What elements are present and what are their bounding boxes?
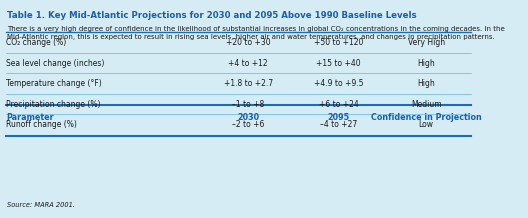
Text: Medium: Medium [411, 100, 441, 109]
Text: 2095: 2095 [327, 113, 350, 122]
Text: Low: Low [419, 120, 433, 129]
Text: +15 to +40: +15 to +40 [316, 59, 361, 68]
Text: Temperature change (°F): Temperature change (°F) [6, 79, 102, 88]
Text: +6 to +24: +6 to +24 [318, 100, 359, 109]
Text: Parameter: Parameter [6, 113, 54, 122]
Text: Very High: Very High [408, 38, 445, 47]
Text: +4.9 to +9.5: +4.9 to +9.5 [314, 79, 363, 88]
Text: CO₂ change (%): CO₂ change (%) [6, 38, 67, 47]
Text: +1.8 to +2.7: +1.8 to +2.7 [224, 79, 273, 88]
Text: –4 to +27: –4 to +27 [320, 120, 357, 129]
Text: High: High [417, 59, 435, 68]
Text: High: High [417, 79, 435, 88]
Text: There is a very high degree of confidence in the likelihood of substantial incre: There is a very high degree of confidenc… [7, 26, 505, 40]
Text: Sea level change (inches): Sea level change (inches) [6, 59, 105, 68]
Text: –1 to +8: –1 to +8 [232, 100, 265, 109]
Text: 2030: 2030 [237, 113, 259, 122]
Text: +4 to +12: +4 to +12 [229, 59, 268, 68]
Text: +50 to +120: +50 to +120 [314, 38, 363, 47]
Text: –2 to +6: –2 to +6 [232, 120, 265, 129]
Text: +20 to +30: +20 to +30 [226, 38, 270, 47]
Text: Confidence in Projection: Confidence in Projection [371, 113, 482, 122]
Text: Runoff change (%): Runoff change (%) [6, 120, 77, 129]
Text: Source: MARA 2001.: Source: MARA 2001. [7, 202, 75, 208]
Text: Precipitation change (%): Precipitation change (%) [6, 100, 101, 109]
Text: Table 1. Key Mid-Atlantic Projections for 2030 and 2095 Above 1990 Baseline Leve: Table 1. Key Mid-Atlantic Projections fo… [7, 11, 417, 20]
